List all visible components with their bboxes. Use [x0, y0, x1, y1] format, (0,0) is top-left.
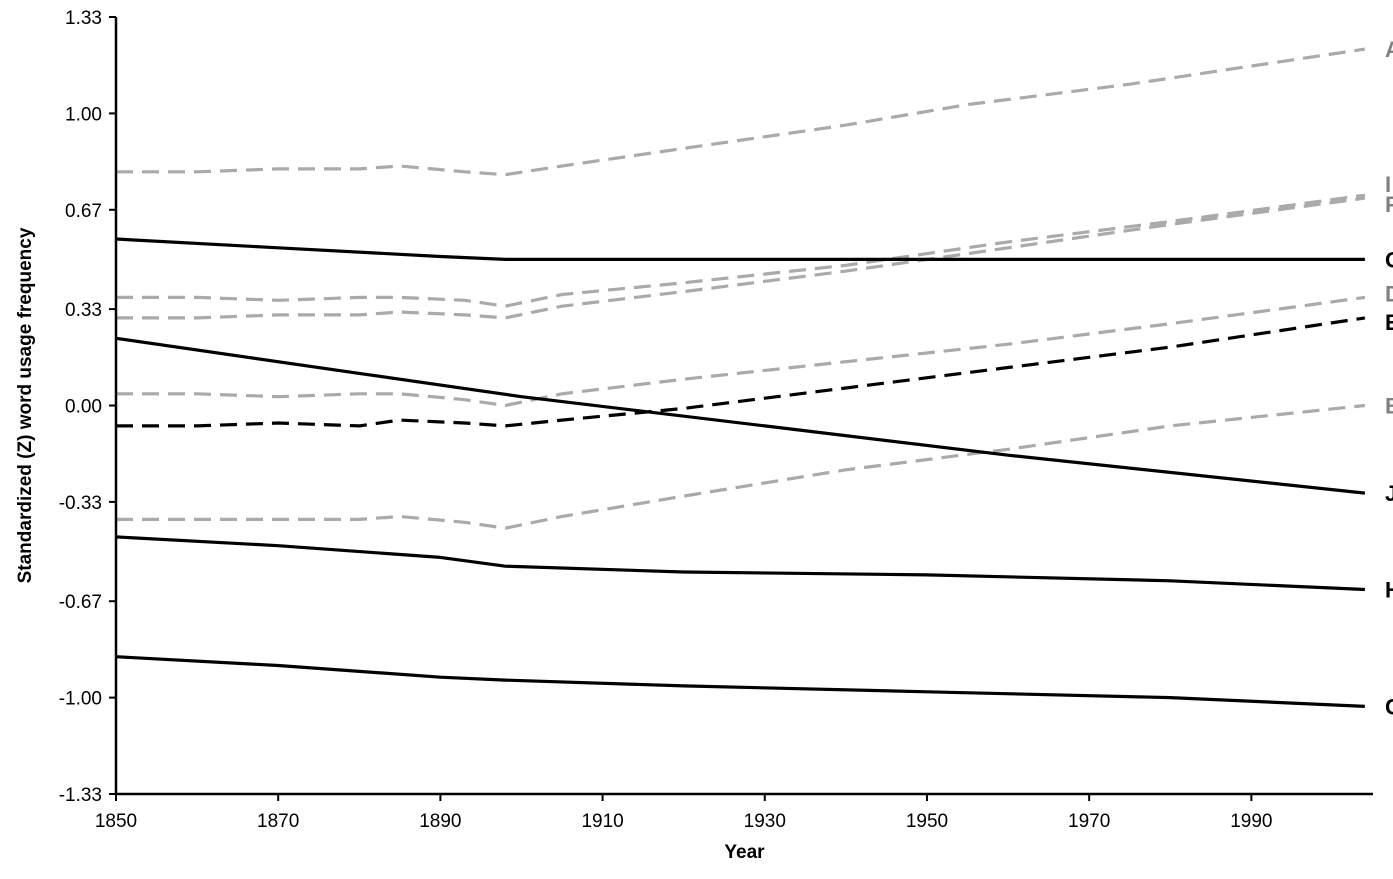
series-line-b: [116, 403, 1366, 530]
y-tick-label: 0.67: [65, 201, 102, 222]
series-label-h: H: [1385, 578, 1393, 603]
series-label-e: E: [1385, 310, 1393, 335]
y-tick-label: 0.00: [65, 397, 102, 418]
series-label-d: D: [1385, 281, 1393, 306]
series-label-i: I: [1385, 172, 1391, 197]
series-label-f: F: [1385, 192, 1393, 217]
series-label-b: B: [1385, 394, 1393, 419]
x-axis-title: Year: [724, 842, 765, 863]
y-tick-label: -1.33: [59, 785, 102, 806]
series-layer: [115, 47, 1366, 708]
y-tick-label: 0.33: [65, 300, 102, 321]
y-tick-label: -0.67: [59, 592, 102, 613]
x-tick-label: 1890: [419, 811, 461, 832]
x-tick-label: 1850: [95, 811, 137, 832]
series-line-c: [115, 655, 1365, 708]
x-tick-label: 1870: [257, 811, 299, 832]
y-tick-label: -1.00: [59, 689, 102, 710]
series-line-j: [115, 336, 1366, 495]
x-tick-label: 1990: [1230, 811, 1272, 832]
y-tick-label: -0.33: [59, 493, 102, 514]
series-label-c: C: [1385, 694, 1393, 719]
series-line-d: [116, 295, 1366, 408]
series-label-j: J: [1385, 481, 1393, 506]
y-tick-label: 1.33: [65, 8, 102, 29]
x-tick-label: 1930: [744, 811, 786, 832]
series-line-g: [115, 237, 1365, 261]
series-labels: A IF GDE B J H C: [1385, 37, 1393, 719]
y-tick-label: 1.00: [65, 104, 102, 125]
series-line-e: [116, 316, 1366, 428]
axes-layer: [114, 17, 1373, 796]
y-axis-title: Standardized (Z) word usage frequency: [15, 227, 36, 583]
series-line-h: [115, 535, 1365, 592]
series-label-g: G: [1385, 247, 1393, 272]
x-tick-label: 1950: [906, 811, 948, 832]
x-ticks: 1850 1870 1890 1910 1930 1950 1970 1990: [95, 794, 1272, 832]
series-line-a: [116, 47, 1366, 177]
series-line-f: [116, 196, 1366, 320]
x-tick-label: 1910: [581, 811, 623, 832]
x-tick-label: 1970: [1068, 811, 1110, 832]
series-label-a: A: [1385, 37, 1393, 62]
series-line-i: [116, 193, 1366, 308]
y-ticks: 1.33 1.00 0.67 0.33 0.00 -0.33 -0.67 -1.00 -1.33: [59, 8, 116, 806]
